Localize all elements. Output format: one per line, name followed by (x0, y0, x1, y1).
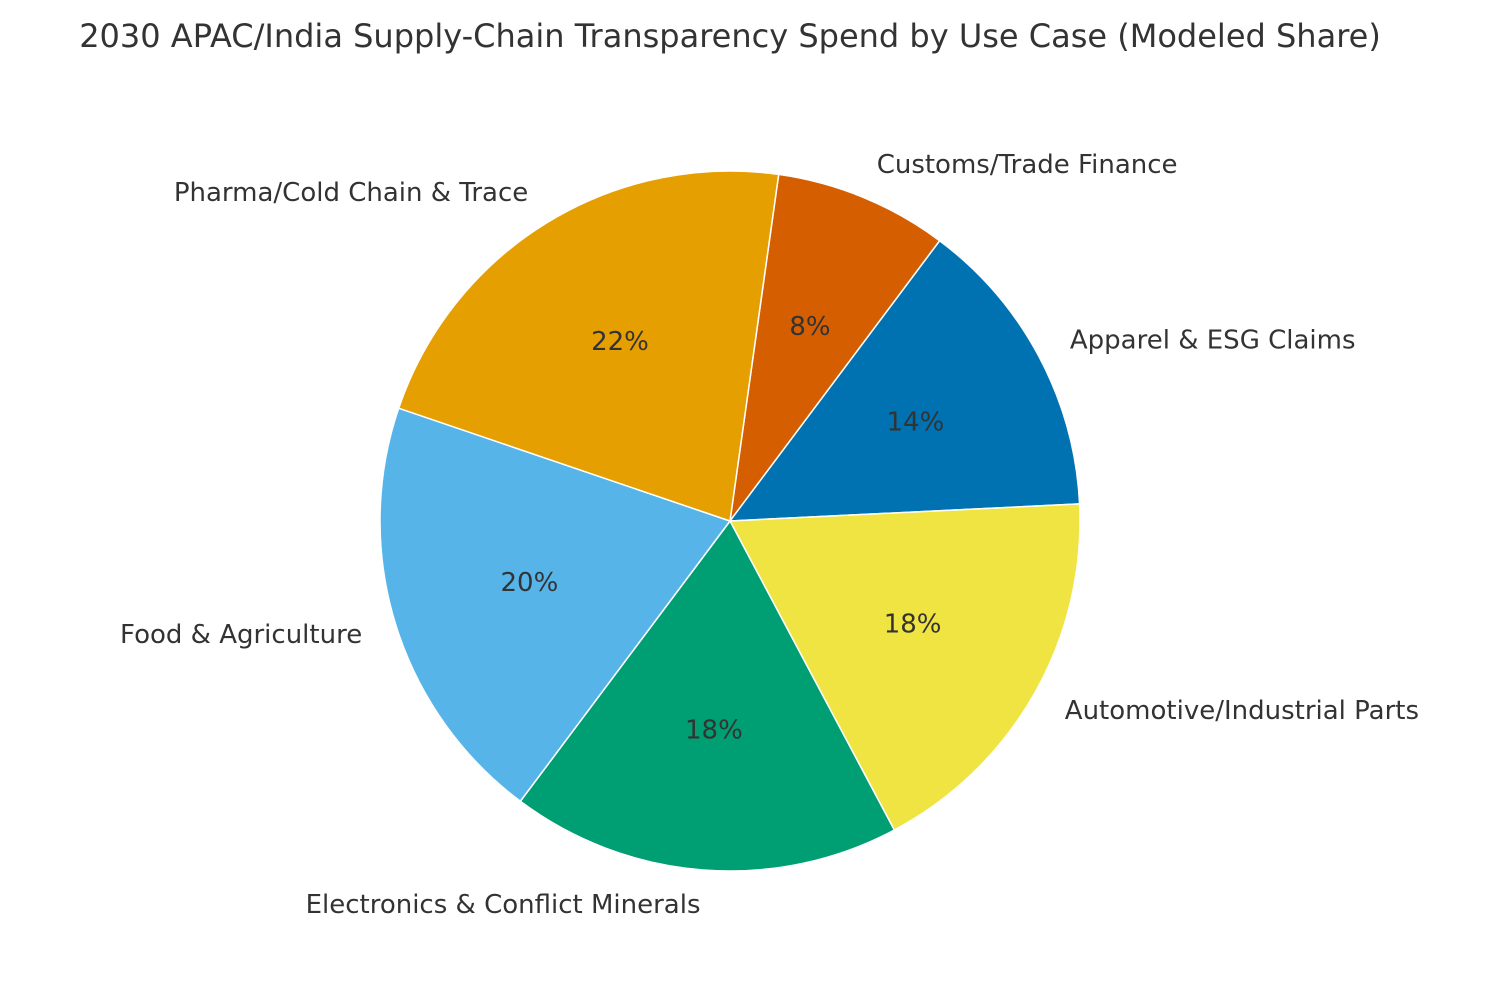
pie-slice-customs-trade-finance (729, 173, 941, 522)
percent-labels: 8% 14% 18% 18% 20% 22% (501, 312, 945, 746)
percent-label-automotive-industrial-parts: 18% (884, 610, 942, 640)
category-label-customs-trade-finance: Customs/Trade Finance (877, 150, 1178, 180)
category-label-food-agriculture: Food & Agriculture (120, 620, 362, 650)
pie-slice-automotive-industrial-parts (728, 503, 1081, 832)
category-label-pharma-cold-chain-trace: Pharma/Cold Chain & Trace (174, 178, 528, 208)
category-label-electronics-conflict-minerals: Electronics & Conflict Minerals (306, 890, 701, 920)
pie-slice-food-agriculture (379, 407, 732, 803)
percent-label-customs-trade-finance: 8% (789, 312, 830, 342)
category-label-apparel-esg-claims: Apparel & ESG Claims (1070, 325, 1356, 355)
percent-label-pharma-cold-chain-trace: 22% (591, 327, 649, 357)
category-labels: Customs/Trade Finance Apparel & ESG Claim… (120, 150, 1419, 920)
pie-slice-pharma-cold-chain-trace (397, 170, 780, 523)
category-label-automotive-industrial-parts: Automotive/Industrial Parts (1065, 696, 1419, 726)
chart-title: 2030 APAC/India Supply-Chain Transparenc… (79, 17, 1381, 55)
pie-slices (379, 170, 1081, 872)
percent-label-apparel-esg-claims: 14% (887, 407, 945, 437)
percent-label-food-agriculture: 20% (501, 568, 559, 598)
percent-label-electronics-conflict-minerals: 18% (685, 715, 743, 745)
pie-slice-electronics-conflict-minerals (519, 519, 896, 872)
pie-slice-apparel-esg-claims (728, 239, 1081, 522)
